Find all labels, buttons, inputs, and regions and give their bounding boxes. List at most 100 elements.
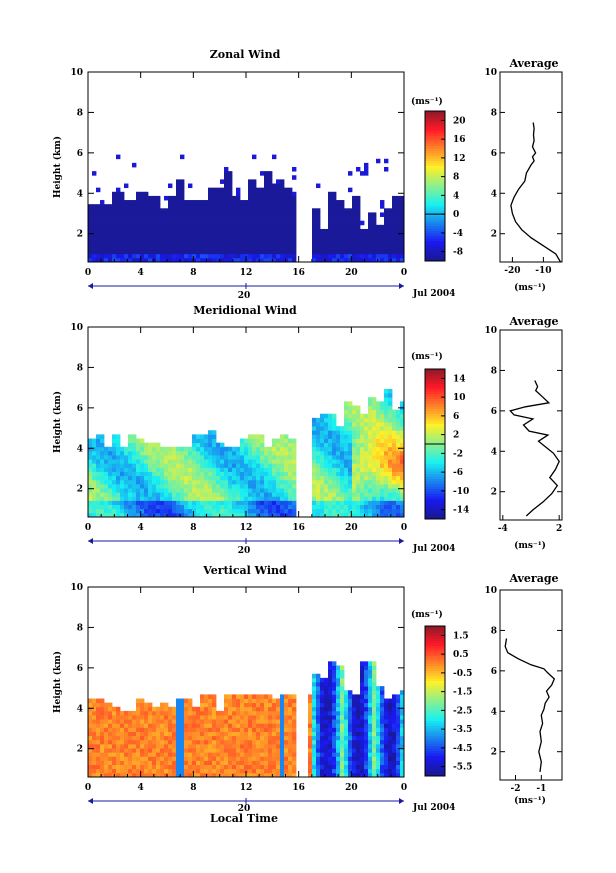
heatmap-cell [196, 208, 201, 213]
heatmap-cell [244, 748, 249, 753]
heatmap-cell [400, 706, 405, 712]
heatmap-cell [164, 241, 169, 246]
heatmap-cell [364, 245, 369, 251]
heatmap-cell [240, 760, 245, 766]
heatmap-cell [352, 249, 357, 255]
heatmap-cell [224, 446, 229, 452]
heatmap-cell [272, 187, 277, 193]
heatmap-cell [248, 760, 253, 766]
heatmap-cell [328, 492, 333, 497]
colorbar-swatch [425, 171, 445, 174]
heatmap-cell [136, 467, 141, 472]
heatmap-cell [316, 772, 321, 778]
heatmap-cell [264, 245, 269, 251]
heatmap-cell [328, 488, 333, 493]
heatmap-cell [360, 417, 365, 423]
heatmap-cell [212, 496, 217, 501]
heatmap-cell [324, 488, 329, 493]
heatmap-cell [120, 719, 125, 724]
heatmap-cell [336, 245, 341, 251]
heatmap-cell [316, 479, 321, 485]
heatmap-cell [396, 471, 401, 477]
heatmap-cell [348, 249, 353, 255]
heatmap-cell [316, 508, 321, 514]
heatmap-cell [320, 500, 325, 506]
profile-y-tick-label: 8 [491, 626, 497, 636]
heatmap-cell [324, 249, 329, 255]
heatmap-cell [384, 245, 389, 251]
heatmap-cell [120, 245, 125, 251]
heatmap-cell [256, 220, 261, 226]
heatmap-cell [100, 224, 105, 230]
heatmap-cell [112, 743, 117, 749]
heatmap-cell [356, 422, 361, 427]
heatmap-cell [152, 200, 157, 205]
heatmap-cell [200, 446, 205, 452]
heatmap-cell [88, 748, 93, 753]
heatmap-cell [200, 492, 205, 497]
heatmap-cell [148, 764, 153, 770]
colorbar-swatch [425, 426, 445, 430]
heatmap-cell [364, 504, 369, 510]
colorbar-swatch [425, 176, 445, 179]
heatmap-cell [352, 257, 357, 263]
heatmap-cell [340, 204, 345, 209]
heatmap-cell [144, 253, 149, 259]
heatmap-cell [204, 237, 209, 242]
colorbar-swatch [425, 626, 445, 629]
heatmap-cell [276, 195, 281, 201]
heatmap-cell [188, 488, 193, 493]
heatmap-cell [312, 496, 317, 501]
heatmap-cell [308, 731, 313, 737]
heatmap-cell [364, 463, 369, 468]
heatmap-cell [136, 463, 141, 468]
heatmap-cell [272, 727, 277, 732]
heatmap-cell [316, 752, 321, 757]
heatmap-cell [116, 237, 121, 242]
heatmap-cell [88, 512, 93, 518]
heatmap-cell [276, 241, 281, 246]
heatmap-cell [284, 735, 289, 741]
heatmap-cell [292, 483, 297, 489]
heatmap-cell [256, 446, 261, 452]
heatmap-cell [112, 739, 117, 745]
heatmap-cell [280, 496, 285, 501]
heatmap-cell [276, 739, 281, 745]
heatmap-cell [292, 706, 297, 712]
heatmap-cell [324, 764, 329, 770]
heatmap-cell [208, 241, 213, 246]
heatmap-cell [120, 760, 125, 766]
heatmap-cell [320, 459, 325, 464]
heatmap-cell [208, 471, 213, 477]
heatmap-cell [88, 479, 93, 485]
heatmap-cell [92, 496, 97, 501]
heatmap-cell [364, 413, 369, 419]
heatmap-cell [88, 768, 93, 774]
heatmap-cell [332, 442, 337, 448]
heatmap-cell [196, 249, 201, 255]
heatmap-cell [340, 228, 345, 234]
y-tick-label: 6 [77, 149, 83, 159]
heatmap-cell [156, 743, 161, 749]
heatmap-cell [280, 743, 285, 749]
heatmap-cell [224, 228, 229, 234]
heatmap-cell [316, 764, 321, 770]
heatmap-cell [292, 204, 297, 209]
heatmap-cell [148, 483, 153, 489]
heatmap-cell [380, 690, 385, 695]
heatmap-cell [136, 764, 141, 770]
profile-y-tick-label: 2 [491, 488, 497, 498]
heatmap-cell [144, 500, 149, 506]
heatmap-cell [328, 702, 333, 708]
heatmap-cell [236, 488, 241, 493]
heatmap-cell [372, 719, 377, 724]
heatmap-cell [112, 459, 117, 464]
heatmap-cell [332, 438, 337, 444]
colorbar-swatch [425, 686, 445, 689]
heatmap-cell [236, 735, 241, 741]
colorbar-swatch [425, 121, 445, 124]
heatmap-cell [196, 442, 201, 448]
heatmap-cell [152, 471, 157, 477]
heatmap-cell [380, 512, 385, 518]
heatmap-cell [260, 241, 265, 246]
